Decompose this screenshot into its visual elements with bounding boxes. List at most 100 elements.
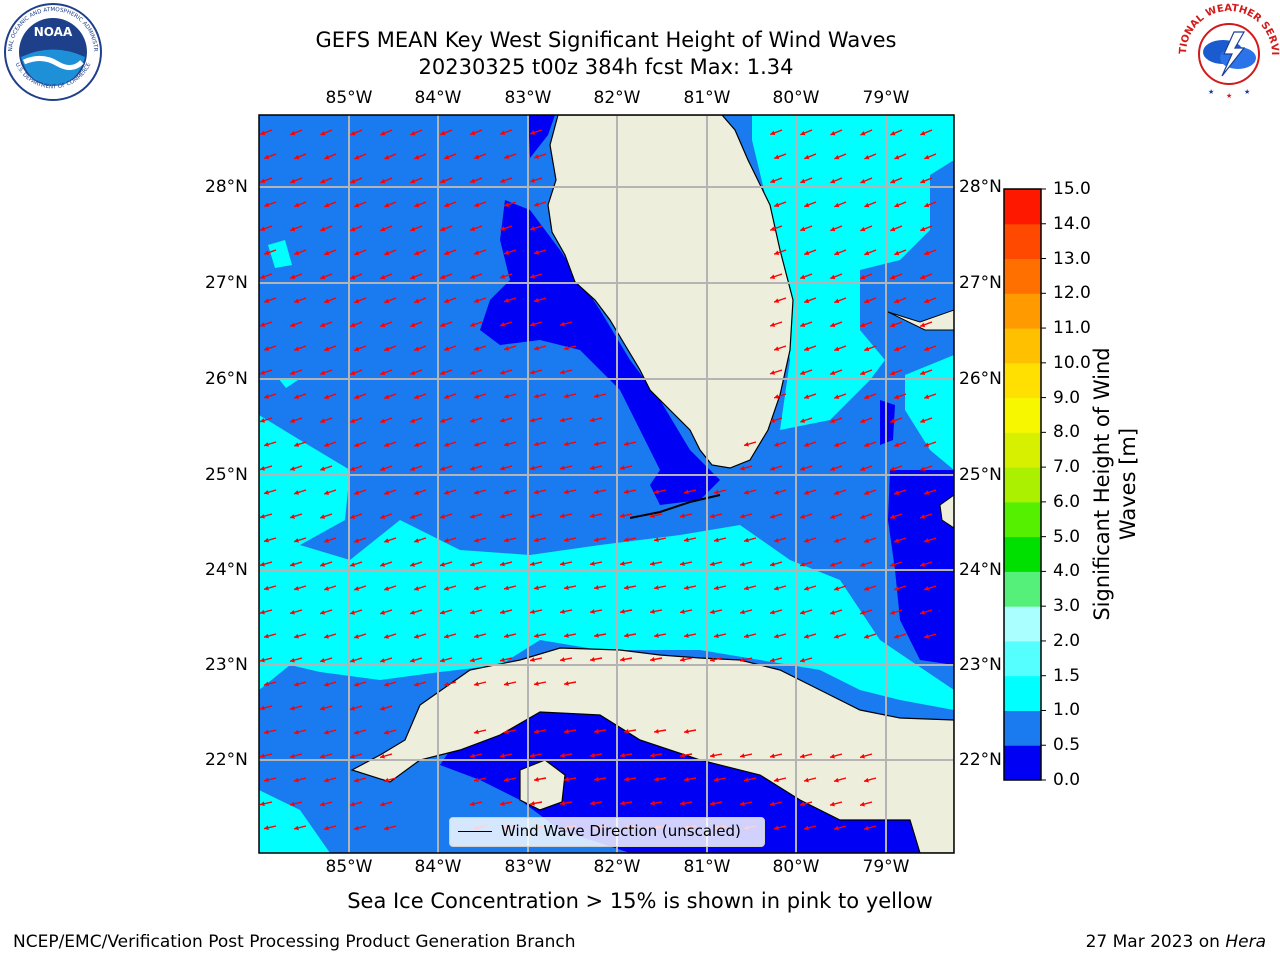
colorbar-frame xyxy=(1003,188,1042,781)
wave-direction-arrowhead xyxy=(260,274,266,279)
wave-direction-arrowhead xyxy=(504,154,510,159)
wave-direction-arrowhead xyxy=(530,273,535,279)
wave-direction-arrowhead xyxy=(804,633,809,639)
wave-direction-arrowhead xyxy=(924,202,930,208)
wave-direction-arrowhead xyxy=(864,346,870,352)
wave-direction-arrowhead xyxy=(680,753,685,758)
wave-direction-arrowhead xyxy=(260,705,265,711)
wave-direction-arrowhead xyxy=(804,250,810,256)
wave-direction-arrowhead xyxy=(290,370,296,375)
wave-direction-arrowhead xyxy=(320,705,325,711)
land-grand-bahama xyxy=(887,309,954,331)
wave-direction-arrowhead xyxy=(530,753,535,758)
wave-direction-arrowhead xyxy=(264,442,269,447)
wave-direction-arrowhead xyxy=(444,154,450,160)
wave-direction-arrowhead xyxy=(504,537,509,543)
wave-direction-arrowhead xyxy=(740,753,745,759)
wave-direction-arrowhead xyxy=(320,370,326,376)
wave-direction-arrowhead xyxy=(740,657,745,663)
colorbar-tick-label: 2.0 xyxy=(1053,630,1081,651)
wave-direction-arrowhead xyxy=(890,370,896,376)
wave-direction-arrowhead xyxy=(830,130,836,136)
wave-direction-arrowhead xyxy=(414,298,420,304)
wave-direction-arrowhead xyxy=(834,442,840,447)
wave-direction-arrowhead xyxy=(890,274,896,280)
legend-line-sample xyxy=(458,831,492,832)
wave-direction-arrowhead xyxy=(590,561,595,566)
wave-direction-arrowhead xyxy=(414,394,420,399)
wave-direction-arrowhead xyxy=(470,801,475,807)
wave-direction-arrowhead xyxy=(744,633,749,639)
wave-direction-arrowhead xyxy=(800,418,806,423)
wave-direction-arrowhead xyxy=(500,322,505,327)
wave-direction-arrowhead xyxy=(860,226,866,232)
wave-direction-arrowhead xyxy=(500,801,505,806)
wave-direction-arrowhead xyxy=(834,825,839,831)
wave-direction-arrowhead xyxy=(384,202,390,208)
wave-direction-arrowhead xyxy=(830,562,835,567)
wave-direction-arrowhead xyxy=(680,561,685,567)
wave-direction-arrowhead xyxy=(860,753,865,759)
wave-direction-arrowhead xyxy=(530,226,535,231)
wave-direction-arrowhead xyxy=(890,131,896,136)
ocean-moderate-band xyxy=(259,415,350,560)
wave-direction-arrowhead xyxy=(500,609,505,615)
wave-direction-arrowhead xyxy=(380,370,386,376)
wave-direction-arrowhead xyxy=(714,489,719,495)
wave-direction-arrowhead xyxy=(534,777,539,782)
lat-tick-left: 26°N xyxy=(205,369,248,389)
wave-direction-arrowhead xyxy=(380,322,386,328)
colorbar-tick-label: 9.0 xyxy=(1053,387,1081,408)
wave-direction-arrowhead xyxy=(860,801,865,807)
wave-direction-arrowhead xyxy=(290,753,295,759)
wave-direction-arrowhead xyxy=(830,610,835,615)
ocean-moderate-west2 xyxy=(278,378,298,388)
wave-direction-arrowhead xyxy=(860,131,866,136)
ocean-moderate-west xyxy=(268,240,292,268)
wave-direction-arrowhead xyxy=(474,777,479,783)
wave-direction-arrowhead xyxy=(680,800,685,806)
wave-direction-arrowhead xyxy=(890,610,895,615)
wave-direction-arrowhead xyxy=(620,752,625,758)
wave-direction-arrowhead xyxy=(384,346,390,352)
wave-direction-arrowhead xyxy=(830,370,836,376)
wave-direction-arrowhead xyxy=(834,586,839,591)
lat-tick-right: 22°N xyxy=(959,750,1002,770)
wave-direction-arrowhead xyxy=(804,825,809,831)
wave-direction-arrowhead xyxy=(830,322,836,328)
wave-direction-arrowhead xyxy=(470,226,476,231)
wave-direction-arrowhead xyxy=(324,298,330,304)
wave-direction-arrowhead xyxy=(380,705,385,711)
wave-direction-arrowhead xyxy=(264,825,269,831)
wave-direction-arrowhead xyxy=(860,514,866,519)
wave-direction-arrowhead xyxy=(500,657,505,663)
wave-direction-arrowhead xyxy=(534,681,539,686)
wave-direction-arrowhead xyxy=(774,777,779,783)
wave-direction-arrowhead xyxy=(920,274,926,280)
wave-direction-arrowhead xyxy=(474,298,480,303)
wave-direction-arrowhead xyxy=(294,202,300,208)
wave-direction-arrowhead xyxy=(320,657,325,663)
wave-direction-arrowhead xyxy=(560,369,565,375)
wave-direction-arrowhead xyxy=(504,202,510,207)
wave-direction-arrowhead xyxy=(384,298,390,304)
wave-direction-arrowhead xyxy=(564,728,569,734)
wave-direction-arrowhead xyxy=(444,346,450,351)
wave-direction-arrowhead xyxy=(800,657,805,663)
wave-direction-arrowhead xyxy=(564,633,569,638)
wave-direction-arrowhead xyxy=(384,538,390,543)
wind-wave-arrows xyxy=(259,129,937,831)
wave-direction-arrowhead xyxy=(474,681,479,687)
wave-direction-arrowhead xyxy=(650,657,655,662)
wave-direction-arrowhead xyxy=(440,178,446,184)
colorbar-segment xyxy=(1004,710,1041,746)
wave-direction-arrowhead xyxy=(770,466,775,471)
wave-direction-arrowhead xyxy=(890,226,896,232)
wave-direction-arrowhead xyxy=(624,728,629,734)
wave-direction-arrowhead xyxy=(380,658,385,663)
wave-direction-arrowhead xyxy=(500,753,505,758)
svg-text:★: ★ xyxy=(1244,88,1250,96)
wave-direction-arrowhead xyxy=(504,250,509,255)
wave-direction-arrowhead xyxy=(714,777,719,782)
wave-direction-arrowhead xyxy=(534,537,539,543)
